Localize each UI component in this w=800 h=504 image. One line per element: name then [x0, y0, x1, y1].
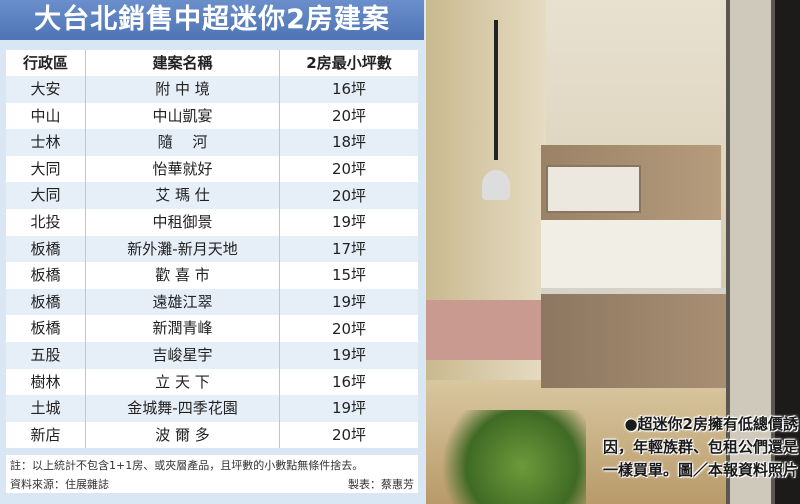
table-row: 土城 金城舞-四季花園 19坪	[6, 395, 418, 422]
page-title: 大台北銷售中超迷你2房建案	[0, 0, 424, 40]
project-name-cell: 遠雄江翠	[86, 288, 280, 316]
min-size-cell: 19坪	[331, 213, 367, 232]
min-size-cell: 16坪	[331, 80, 367, 99]
photo-caption: ●超迷你2房擁有低總價誘 因，年輕族群、包租公們還是 一樣買單。圖／本報資料照片	[578, 413, 798, 482]
project-name-cell: 新潤青峰	[86, 315, 280, 342]
min-size-cell: 16坪	[331, 372, 367, 391]
glass-door-frame	[726, 0, 800, 504]
district-cell: 樹林	[6, 368, 86, 396]
pendant-lamp-cord	[494, 20, 498, 160]
min-size-cell: 18坪	[331, 133, 367, 152]
table-row: 板橋 新潤青峰 20坪	[6, 315, 418, 342]
table-row: 大安附 中 境 16坪	[6, 76, 418, 103]
backsplash	[541, 220, 721, 290]
table-header: 行政區 建案名稱 2房最小坪數	[6, 50, 418, 76]
min-size-cell: 17坪	[331, 239, 367, 258]
min-size-cell: 15坪	[331, 266, 367, 285]
table-row: 新店波 爾 多 20坪	[6, 421, 418, 449]
project-name-cell: 新外灘-新月天地	[86, 235, 280, 263]
min-size-cell: 20坪	[331, 106, 367, 125]
min-size-cell: 20坪	[331, 186, 367, 205]
infographic-table-panel: 大台北銷售中超迷你2房建案 行政區 建案名稱 2房最小坪數 大安附 中 境 16坪…	[0, 0, 424, 493]
project-name-cell: 波 爾 多	[86, 421, 280, 449]
table-row: 中山 中山凱宴 20坪	[6, 102, 418, 130]
district-cell: 土城	[6, 395, 86, 422]
header-min-size: 2房最小坪數	[306, 54, 392, 72]
kitchen-photo	[426, 0, 800, 504]
district-cell: 大同	[6, 155, 86, 183]
header-project: 建案名稱	[86, 50, 280, 76]
project-name-cell: 中山凱宴	[86, 102, 280, 130]
district-cell: 大同	[6, 182, 86, 209]
district-cell: 中山	[6, 102, 86, 130]
caption-line: 因，年輕族群、包租公們還是	[602, 438, 798, 456]
table-row: 板橋 新外灘-新月天地 17坪	[6, 235, 418, 263]
caption-line: ●超迷你2房擁有低總價誘	[624, 415, 798, 433]
project-name-cell: 艾 瑪 仕	[86, 182, 280, 209]
district-cell: 五股	[6, 341, 86, 369]
notes: 註：以上統計不包含1+1房、或夾層產品，且坪數的小數點無條件捨去。 資料來源：住…	[6, 455, 418, 493]
project-name-cell: 立 天 下	[86, 368, 280, 396]
min-size-cell: 19坪	[331, 346, 367, 365]
min-size-cell: 20坪	[331, 319, 367, 338]
table-row: 板橋 遠雄江翠 19坪	[6, 288, 418, 316]
table-row: 大同 怡華就好 20坪	[6, 155, 418, 183]
project-name-cell: 怡華就好	[86, 155, 280, 183]
district-cell: 大安	[6, 76, 86, 103]
table-row: 板橋歡 喜 市 15坪	[6, 262, 418, 289]
project-name-cell: 吉峻星宇	[86, 341, 280, 369]
district-cell: 板橋	[6, 288, 86, 316]
district-cell: 板橋	[6, 315, 86, 342]
district-cell: 北投	[6, 208, 86, 236]
caption-line: 一樣買單。圖／本報資料照片	[602, 461, 798, 479]
footnote: 註：以上統計不包含1+1房、或夾層產品，且坪數的小數點無條件捨去。	[10, 459, 364, 472]
glass-cabinet	[546, 165, 641, 213]
project-name-cell: 附 中 境	[86, 76, 280, 103]
dining-table	[426, 300, 541, 360]
table-row: 士林隨 河 18坪	[6, 129, 418, 156]
table-row: 大同艾 瑪 仕 20坪	[6, 182, 418, 209]
district-cell: 板橋	[6, 262, 86, 289]
project-name-cell: 歡 喜 市	[86, 262, 280, 289]
district-cell: 板橋	[6, 235, 86, 263]
min-size-cell: 20坪	[331, 426, 367, 445]
project-name-cell: 中租御景	[86, 208, 280, 236]
table-row: 樹林立 天 下 16坪	[6, 368, 418, 396]
min-size-cell: 19坪	[331, 293, 367, 312]
district-cell: 士林	[6, 129, 86, 156]
plant	[426, 410, 586, 504]
header-district: 行政區	[6, 50, 86, 76]
source: 資料來源：住展雜誌	[10, 478, 109, 491]
table-row: 北投 中租御景 19坪	[6, 208, 418, 236]
lower-cabinet	[541, 288, 726, 388]
pendant-lamp-icon	[482, 170, 510, 200]
data-table: 行政區 建案名稱 2房最小坪數 大安附 中 境 16坪 中山 中山凱宴 20坪 士林隨 河…	[6, 50, 418, 449]
maker: 製表：蔡惠芳	[348, 478, 414, 491]
project-name-cell: 金城舞-四季花園	[86, 395, 280, 422]
district-cell: 新店	[6, 421, 86, 449]
project-name-cell: 隨 河	[86, 129, 280, 156]
min-size-cell: 20坪	[331, 160, 367, 179]
min-size-cell: 19坪	[331, 399, 367, 418]
table-row: 五股 吉峻星宇 19坪	[6, 341, 418, 369]
